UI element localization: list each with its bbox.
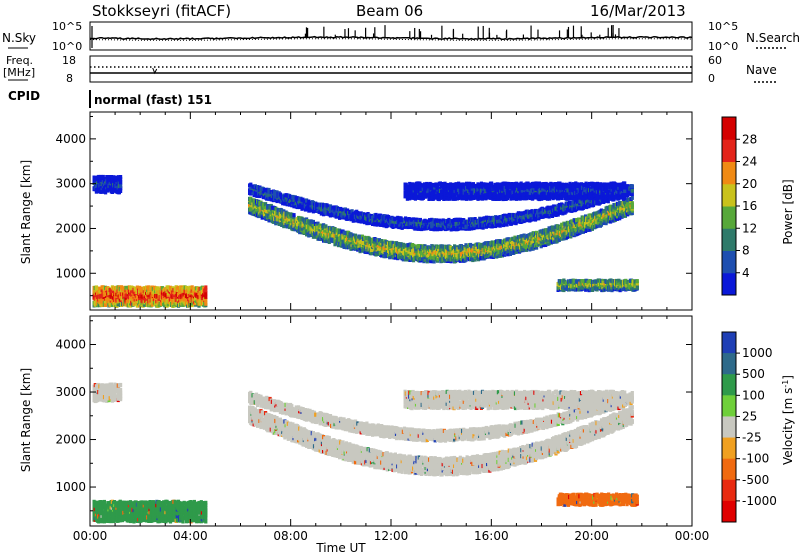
power-echo-cell xyxy=(631,196,634,200)
freq-panel-frame xyxy=(90,56,692,82)
nsky-tick-low: 10^0 xyxy=(52,40,82,53)
freq-trace xyxy=(90,67,692,73)
power-echo-cell xyxy=(204,302,207,306)
freq-tick-high: 18 xyxy=(62,54,76,67)
power-echo-cell xyxy=(631,201,634,205)
nave-label: Nave xyxy=(746,63,777,77)
nsearch-tick-high: 10^5 xyxy=(708,20,738,33)
nsearch-tick-low: 10^0 xyxy=(708,40,738,53)
nave-tick-low: 0 xyxy=(708,72,715,85)
noise-panel-frame xyxy=(90,22,692,50)
cpid-value: normal (fast) 151 xyxy=(94,93,212,107)
power-echo-cell xyxy=(292,213,295,217)
freq-unit-label: [MHz] xyxy=(3,66,35,79)
station-title: Stokkseyri (fitACF) xyxy=(92,2,231,20)
freq-tick-low: 8 xyxy=(66,72,73,85)
power-echo-cell xyxy=(204,295,207,299)
power-echo-cell xyxy=(119,175,122,179)
beam-title: Beam 06 xyxy=(356,2,423,20)
power-echo-layer xyxy=(93,175,639,308)
nsky-tick-high: 10^5 xyxy=(52,20,82,33)
date-title: 16/Mar/2013 xyxy=(590,2,686,20)
nave-tick-high: 60 xyxy=(708,54,722,67)
nsearch-label: N.Search xyxy=(746,31,800,45)
power-echo-cell xyxy=(204,285,207,289)
nsky-line xyxy=(90,37,692,40)
nsky-label: N.Sky xyxy=(2,31,36,45)
power-echo-cell xyxy=(631,184,634,188)
power-echo-cell xyxy=(636,279,639,283)
noise-trace xyxy=(90,25,692,48)
cpid-label: CPID xyxy=(8,89,40,103)
